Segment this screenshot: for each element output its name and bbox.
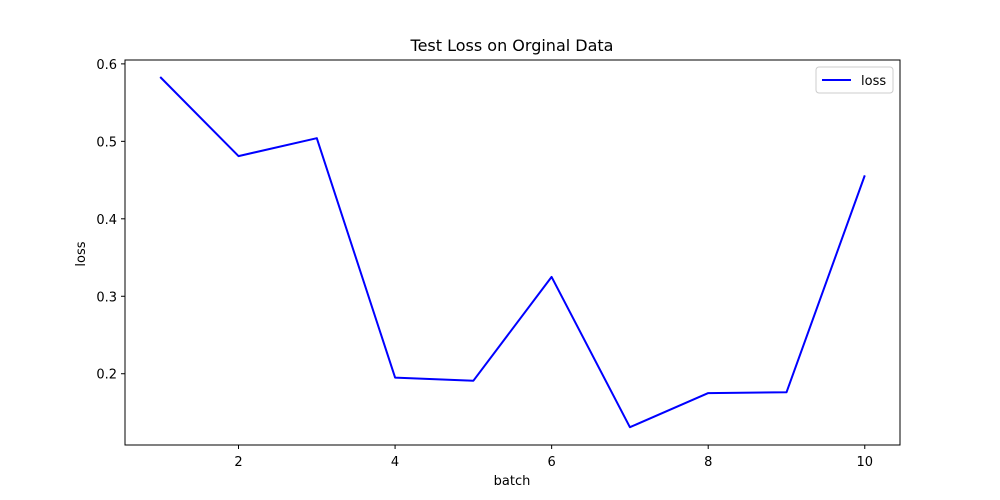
plot-frame (124, 59, 901, 446)
y-tick-label: 0.6 (96, 58, 117, 73)
x-tick-label: 6 (548, 455, 556, 470)
legend-label-loss: loss (861, 74, 886, 89)
y-ticks: 0.2 0.3 0.4 0.5 0.6 (96, 58, 125, 383)
legend-box (815, 66, 894, 94)
legend: loss (815, 66, 894, 94)
x-ticks: 2 4 6 8 10 (234, 445, 873, 470)
x-tick-label: 4 (391, 455, 399, 470)
chart-title: Test Loss on Orginal Data (410, 36, 614, 55)
series-layer (159, 76, 866, 429)
y-tick-label: 0.4 (96, 213, 117, 228)
y-axis-label: loss (74, 241, 89, 266)
x-tick-label: 8 (704, 455, 712, 470)
series-line-loss (159, 76, 866, 429)
x-tick-label: 10 (856, 455, 873, 470)
plot-area (125, 60, 900, 445)
y-tick-label: 0.2 (96, 368, 117, 383)
x-tick-label: 2 (234, 455, 242, 470)
y-tick-label: 0.5 (96, 135, 117, 150)
y-tick-label: 0.3 (96, 290, 117, 305)
x-axis-label: batch (494, 474, 531, 489)
